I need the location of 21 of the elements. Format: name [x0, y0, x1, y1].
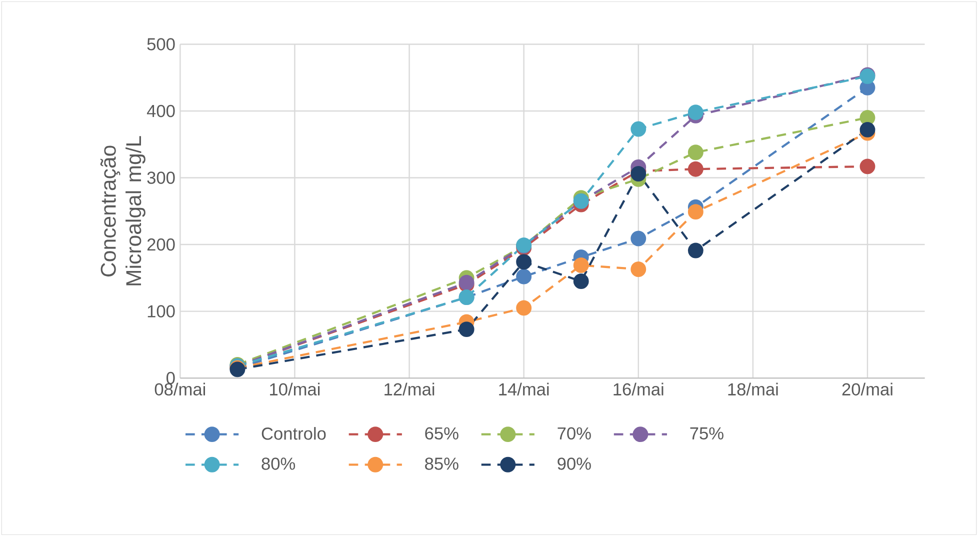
y-axis-title: Concentração Microalgal mg/L — [100, 136, 146, 286]
legend-label: 65% — [425, 427, 458, 440]
x-tick-label: 10/mai — [270, 382, 320, 396]
y-tick-label: 400 — [146, 104, 175, 118]
x-tick-label: 08/mai — [154, 382, 205, 396]
legend-label: Controlo — [262, 426, 326, 440]
y-tick-label: 300 — [147, 172, 175, 184]
legend-label: 80% — [262, 457, 296, 470]
legend-label: 90% — [558, 457, 591, 470]
y-tick-label: 100 — [148, 305, 175, 318]
y-tick-label: 200 — [147, 238, 175, 251]
y-tick-label: 0 — [166, 372, 175, 384]
y-tick-label: 500 — [147, 38, 175, 50]
legend-label: 75% — [690, 427, 724, 440]
legend-label: 85% — [425, 457, 458, 470]
x-tick-label: 16/mai — [614, 382, 664, 396]
legend-label: 70% — [558, 427, 591, 440]
x-tick-label: 18/mai — [728, 382, 778, 396]
x-tick-label: 14/mai — [499, 382, 549, 396]
x-tick-label: 20/mai — [842, 382, 892, 396]
x-tick-label: 12/mai — [384, 382, 434, 396]
